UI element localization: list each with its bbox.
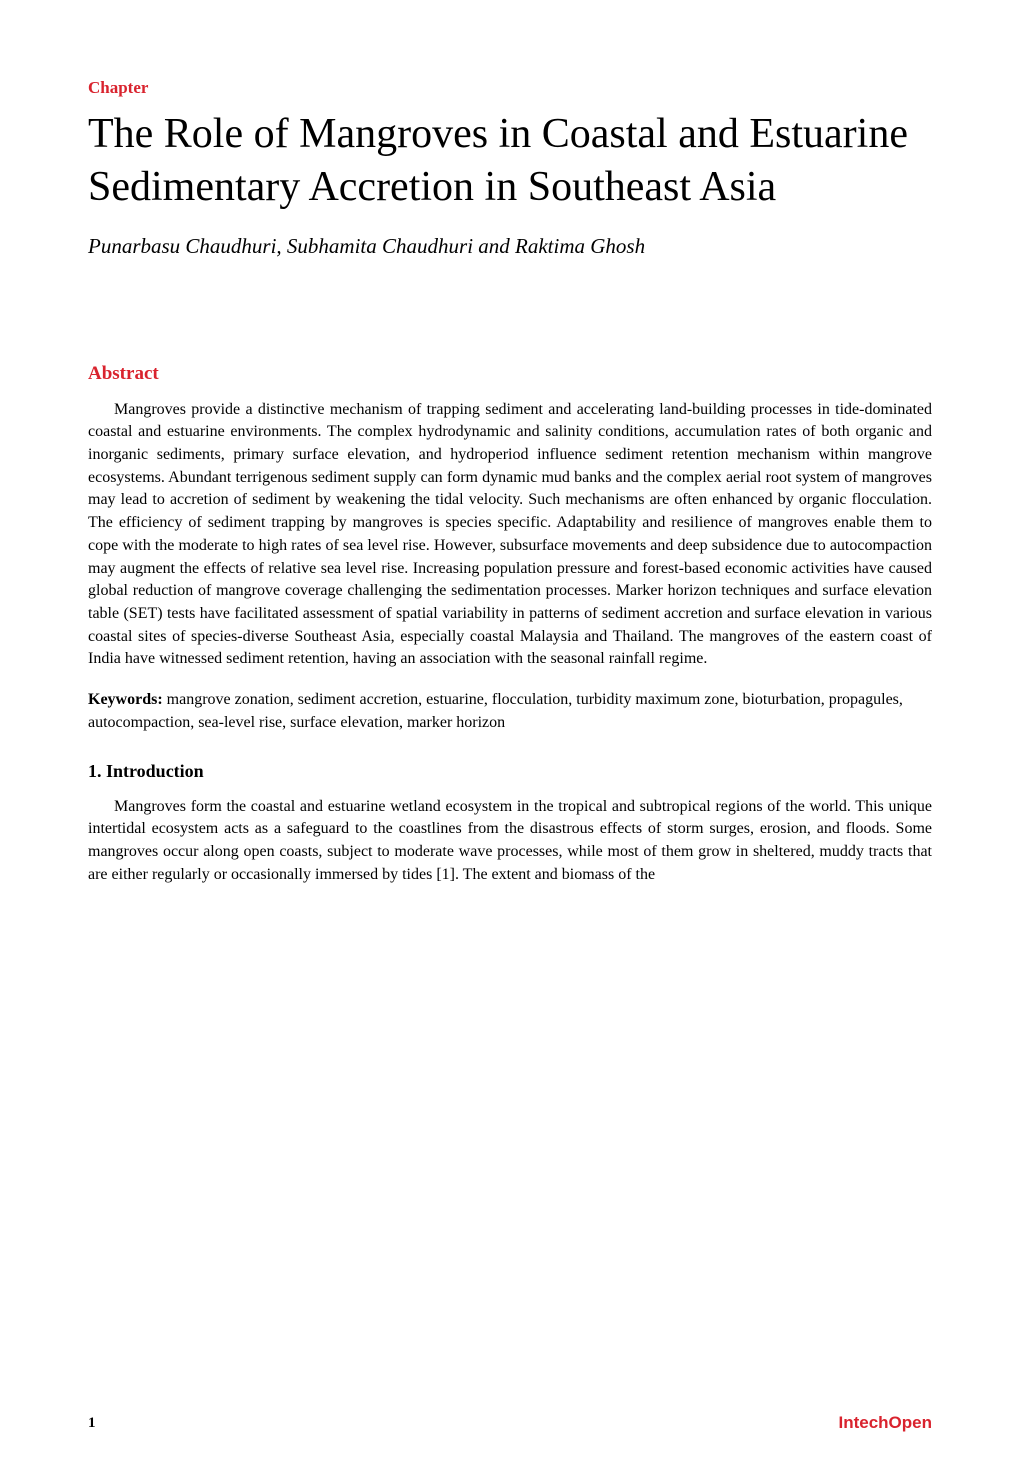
keywords-text: mangrove zonation, sediment accretion, e… xyxy=(88,691,903,731)
keywords-block: Keywords: mangrove zonation, sediment ac… xyxy=(88,689,932,734)
introduction-heading: 1. Introduction xyxy=(88,761,932,782)
publisher-logo: IntechOpen xyxy=(838,1413,932,1433)
abstract-heading: Abstract xyxy=(88,363,932,385)
chapter-title: The Role of Mangroves in Coastal and Est… xyxy=(88,108,932,213)
keywords-label: Keywords: xyxy=(88,691,163,708)
abstract-text: Mangroves provide a distinctive mechanis… xyxy=(88,399,932,672)
introduction-text: Mangroves form the coastal and estuarine… xyxy=(88,796,932,887)
chapter-authors: Punarbasu Chaudhuri, Subhamita Chaudhuri… xyxy=(88,231,932,263)
page-footer: 1 IntechOpen xyxy=(88,1413,932,1433)
chapter-label: Chapter xyxy=(88,78,932,98)
page-number: 1 xyxy=(88,1415,96,1432)
